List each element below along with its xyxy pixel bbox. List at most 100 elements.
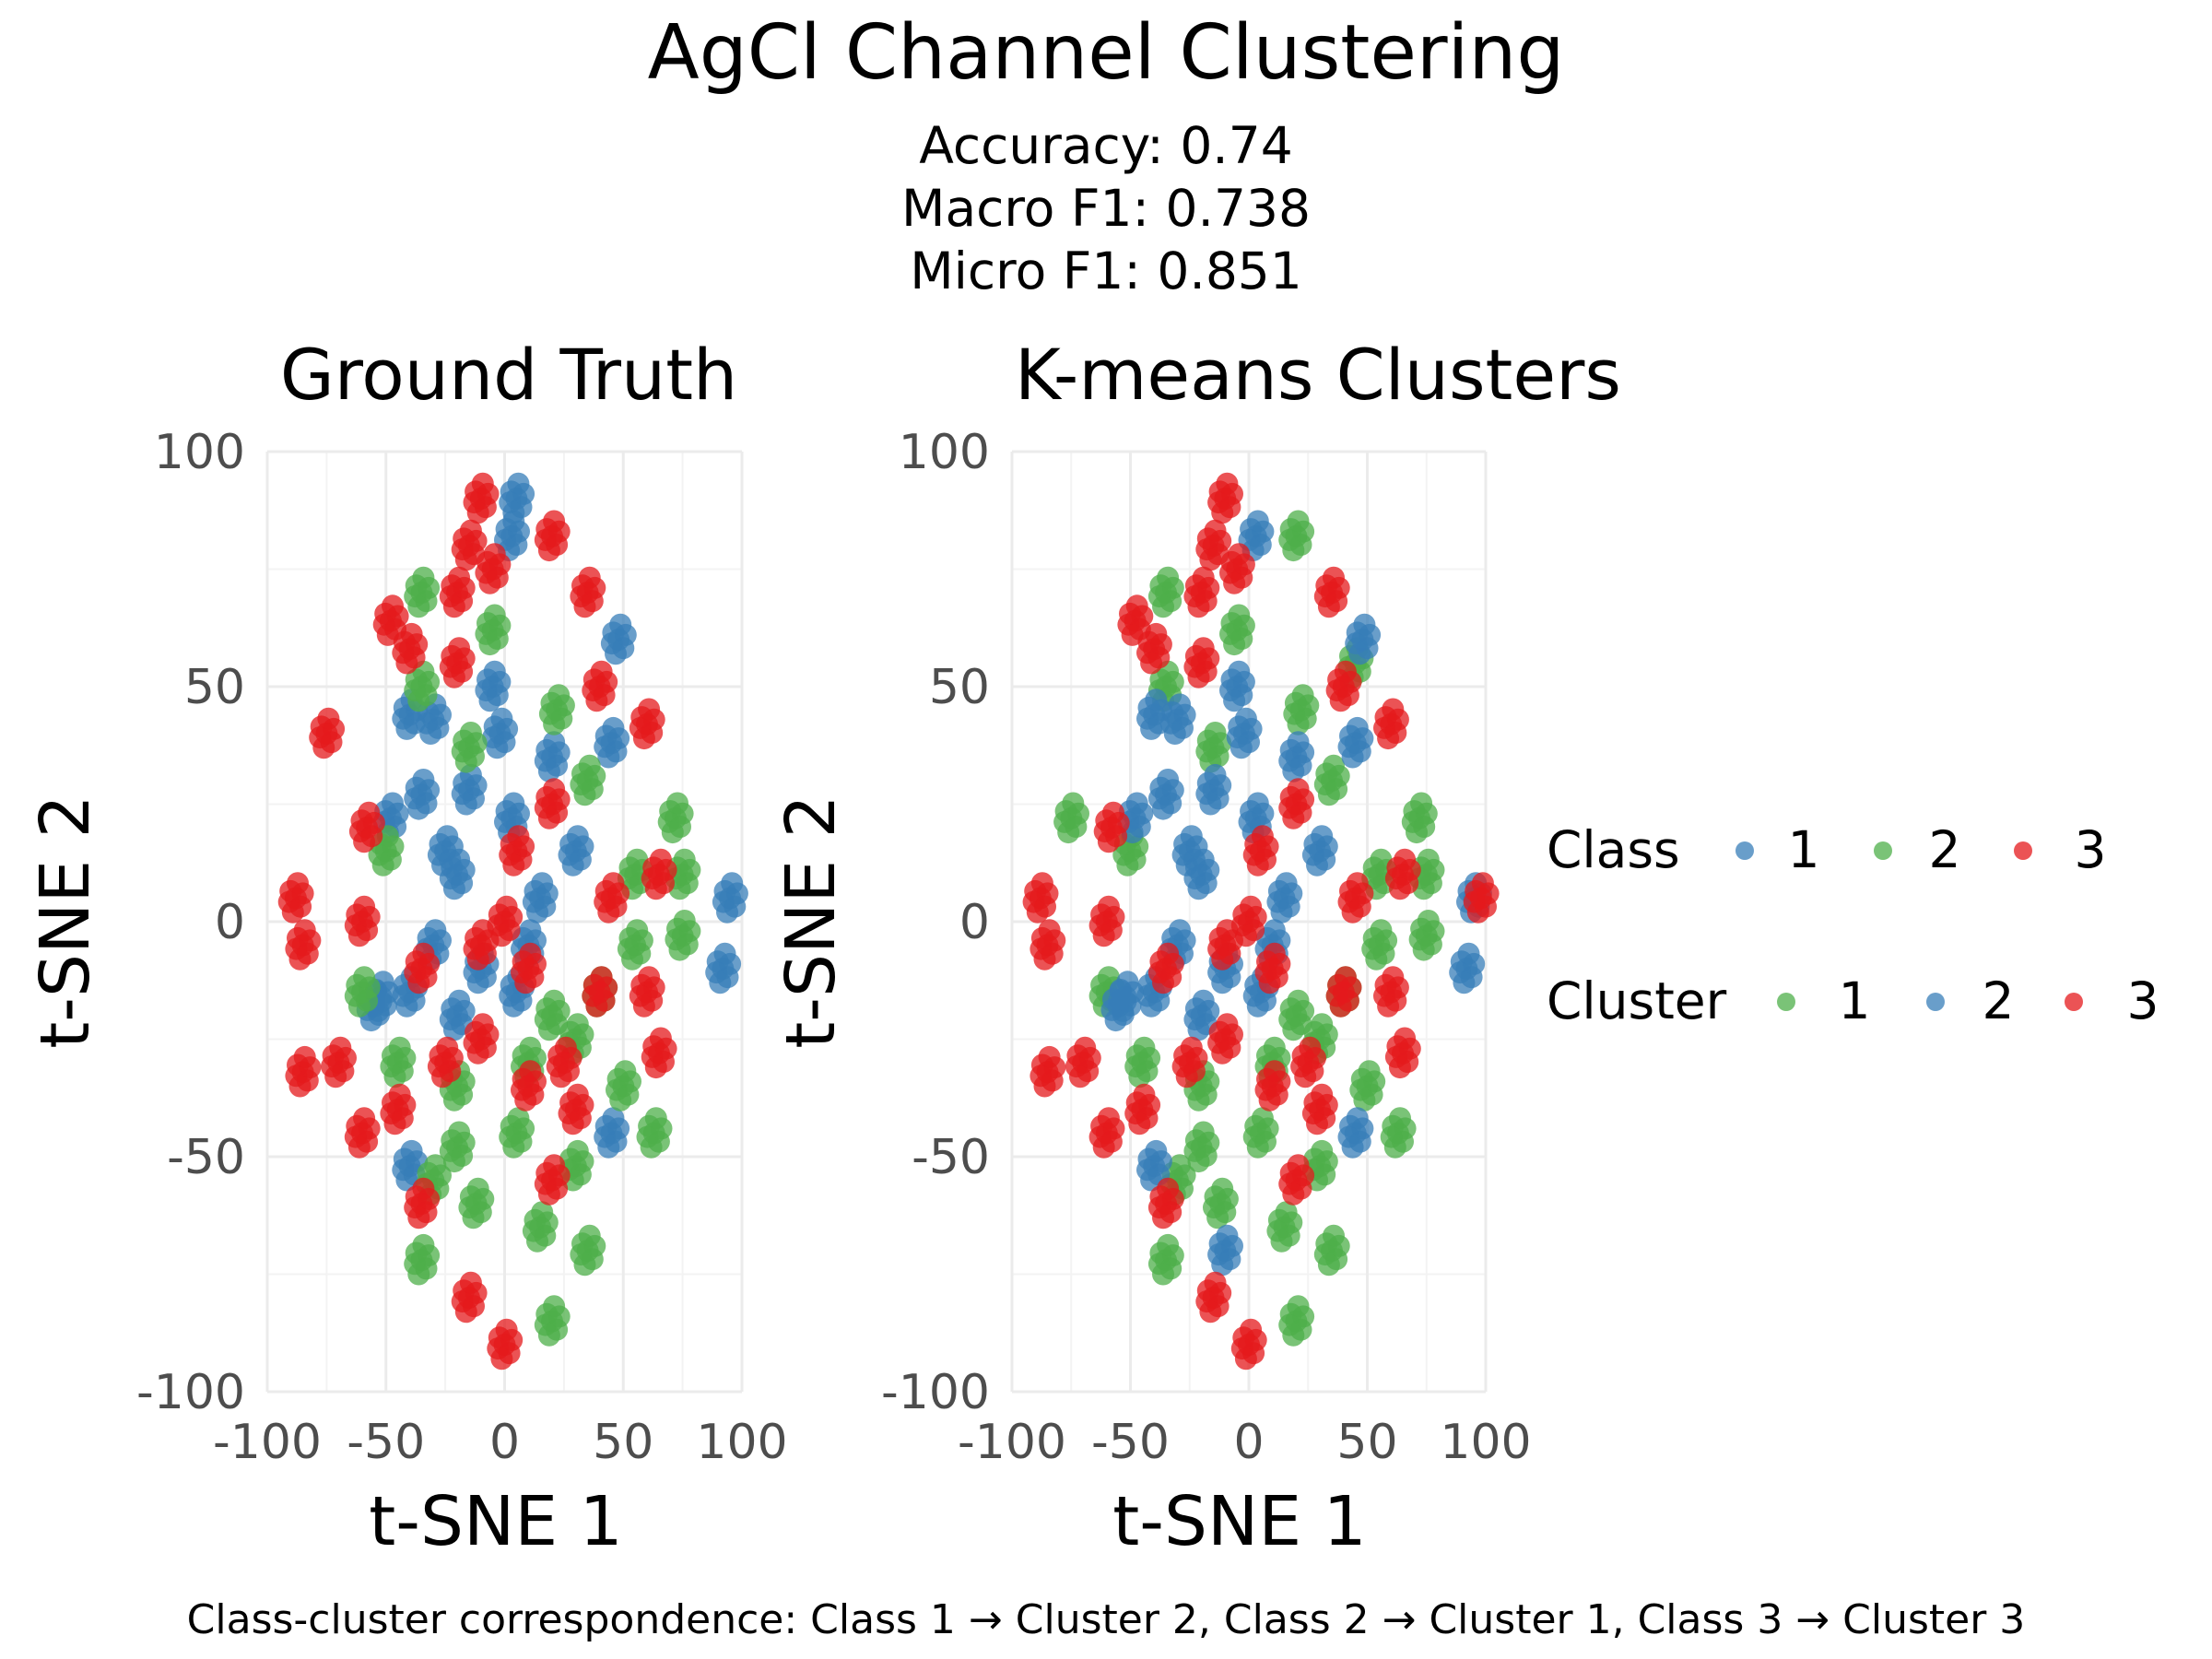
point-marker	[382, 1091, 404, 1114]
point-marker	[673, 910, 696, 932]
point-marker	[382, 594, 404, 618]
point-marker	[415, 792, 438, 815]
data-point	[1254, 1060, 1291, 1112]
data-point	[712, 872, 748, 924]
point-marker	[1221, 929, 1243, 952]
data-point	[285, 919, 322, 971]
point-marker	[600, 732, 623, 755]
point-marker	[602, 1107, 625, 1130]
x-tick-label: 100	[696, 1415, 787, 1470]
point-marker	[1327, 1234, 1350, 1257]
point-marker	[451, 872, 474, 895]
point-marker	[477, 1023, 500, 1046]
point-marker	[344, 1125, 367, 1148]
point-marker	[1266, 890, 1289, 913]
data-point	[1325, 660, 1362, 712]
point-marker	[537, 1324, 560, 1347]
x-tick-label: 0	[1233, 1415, 1264, 1470]
point-marker	[1285, 1310, 1308, 1333]
point-marker	[466, 971, 489, 994]
data-point	[1401, 792, 1438, 844]
point-marker	[1169, 693, 1191, 716]
point-marker	[1325, 778, 1348, 801]
point-marker	[1348, 895, 1371, 918]
point-marker	[332, 1060, 355, 1083]
point-marker	[1353, 1088, 1376, 1112]
point-marker	[1317, 1253, 1340, 1277]
data-point	[1065, 1036, 1101, 1088]
data-point	[1283, 684, 1320, 735]
point-marker	[649, 1027, 672, 1050]
point-marker	[1249, 840, 1272, 863]
point-marker	[1030, 937, 1053, 960]
y-tick-label: 100	[154, 425, 245, 480]
point-marker	[279, 879, 302, 902]
point-marker	[1228, 604, 1251, 627]
subtitle-macro-f1: Macro F1: 0.738	[901, 179, 1311, 238]
point-marker	[1282, 1182, 1305, 1206]
data-point	[344, 966, 381, 1018]
figure-subtitle: Accuracy: 0.74 Macro F1: 0.738 Micro F1:…	[901, 116, 1311, 300]
data-point	[475, 660, 512, 712]
panel-title: K-means Clusters	[1015, 334, 1621, 416]
grid	[265, 450, 744, 1394]
data-point	[522, 872, 559, 924]
point-marker	[1278, 528, 1301, 551]
point-marker	[1182, 848, 1206, 871]
data-point	[1345, 613, 1382, 665]
data-point	[1117, 594, 1154, 646]
point-marker	[465, 732, 488, 755]
point-marker	[1394, 848, 1417, 871]
point-marker	[1365, 947, 1388, 971]
y-tick-label: 0	[959, 895, 990, 950]
point-marker	[1410, 792, 1433, 815]
point-marker	[1195, 1290, 1218, 1313]
data-point	[475, 543, 512, 594]
point-marker	[293, 1045, 316, 1068]
point-marker	[407, 1206, 430, 1230]
point-marker	[1183, 1139, 1206, 1162]
point-marker	[605, 1130, 628, 1153]
data-point	[1207, 1013, 1243, 1065]
point-marker	[499, 984, 522, 1007]
x-tick-label: 0	[489, 1415, 520, 1470]
data-point	[1380, 1107, 1417, 1159]
data-point	[404, 1177, 441, 1230]
data-point	[499, 825, 535, 877]
panel-title: Ground Truth	[280, 334, 737, 416]
point-marker	[1351, 727, 1374, 750]
point-marker	[546, 699, 569, 722]
data-point	[368, 825, 405, 877]
point-marker	[394, 1046, 417, 1069]
point-marker	[1341, 746, 1364, 769]
y-tick-label: -50	[912, 1130, 990, 1185]
point-marker	[1289, 699, 1312, 722]
data-point	[1313, 1224, 1350, 1277]
point-marker	[1149, 574, 1172, 597]
point-marker	[547, 741, 571, 764]
data-point	[534, 1295, 571, 1347]
data-point	[1349, 1060, 1386, 1112]
data-point	[404, 942, 441, 994]
point-marker	[1301, 1060, 1324, 1083]
point-marker	[578, 1224, 601, 1247]
point-marker	[482, 726, 505, 749]
point-marker	[1389, 877, 1411, 900]
point-marker	[463, 491, 486, 514]
point-marker	[412, 942, 435, 965]
data-point	[1183, 989, 1220, 1041]
point-marker	[1171, 1055, 1194, 1078]
point-marker	[588, 981, 611, 1004]
data-point	[1463, 872, 1500, 924]
data-point	[1242, 825, 1279, 877]
point-marker	[1107, 811, 1130, 834]
data-point	[1313, 566, 1350, 618]
legend: Class 1 2 3 Cluster 1 2 3	[1547, 820, 2159, 1030]
data-point	[321, 1036, 357, 1088]
point-marker	[621, 947, 643, 971]
data-point	[657, 792, 694, 844]
point-marker	[1026, 900, 1049, 924]
data-point	[348, 801, 385, 853]
y-tick-label: 0	[215, 895, 245, 950]
point-marker	[358, 905, 381, 928]
